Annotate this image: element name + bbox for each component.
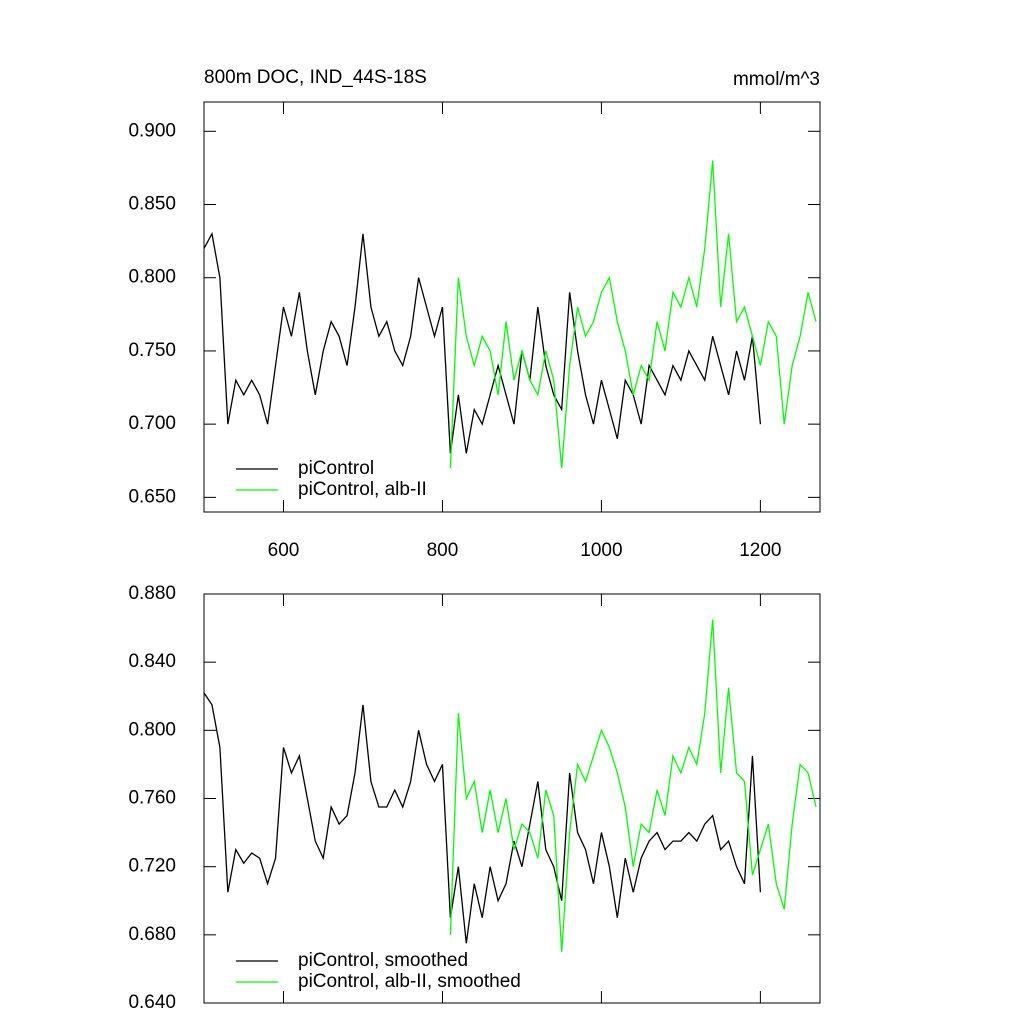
legend-label: piControl: [298, 458, 374, 479]
y-tick-label: 0.680: [128, 924, 176, 945]
y-tick-label: 0.700: [128, 413, 176, 434]
y-tick-label: 0.750: [128, 340, 176, 361]
units-label: mmol/m^3: [733, 69, 820, 90]
x-tick-label: 1200: [739, 540, 781, 561]
y-tick-label: 0.840: [128, 651, 176, 672]
series-line: [203, 231, 762, 454]
y-tick-label: 0.640: [128, 992, 176, 1013]
y-tick-label: 0.880: [128, 583, 176, 604]
x-tick-label: 600: [268, 540, 300, 561]
legend-label: piControl, smoothed: [298, 950, 468, 971]
y-tick-label: 0.650: [128, 486, 176, 507]
x-tick-label: 1000: [580, 540, 622, 561]
chart-title: 800m DOC, IND_44S-18S: [204, 67, 427, 88]
plot-frame: [203, 593, 821, 1004]
y-tick-label: 0.850: [128, 194, 176, 215]
legend-label: piControl, alb-II, smoothed: [298, 971, 521, 992]
legend-label: piControl, alb-II: [298, 479, 427, 500]
series-line: [203, 692, 762, 944]
y-tick-label: 0.900: [128, 120, 176, 141]
y-tick-label: 0.800: [128, 267, 176, 288]
y-tick-label: 0.720: [128, 856, 176, 877]
y-tick-label: 0.760: [128, 788, 176, 809]
plot-frame: [203, 101, 821, 513]
series-line: [449, 619, 817, 952]
x-tick-label: 800: [427, 540, 459, 561]
y-tick-label: 0.800: [128, 719, 176, 740]
series-line: [449, 160, 817, 469]
